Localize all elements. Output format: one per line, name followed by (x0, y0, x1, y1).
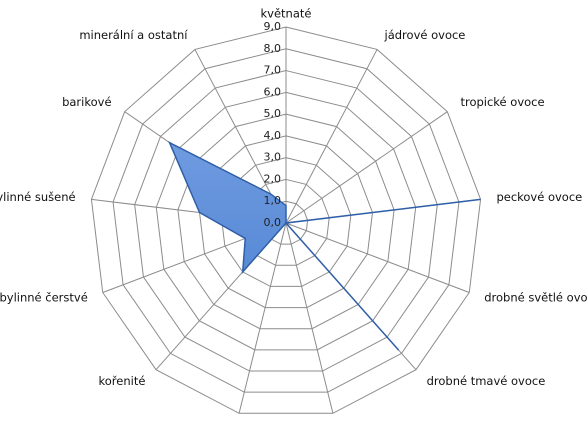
tick-label-2: 2,0 (264, 172, 282, 185)
category-label-11: bylinné sušené (0, 190, 76, 204)
category-label-12: barikové (62, 95, 111, 109)
radial-axis-ticks: 0,0 1,0 2,0 3,0 4,0 5,0 6,0 7,0 8,0 9,0 (264, 20, 282, 229)
grid-ring-6 (155, 91, 417, 351)
tick-label-6: 6,0 (264, 85, 282, 98)
category-labels: květnaté jádrové ovoce tropické ovoce pecko… (0, 7, 588, 389)
grid-ring-8 (112, 48, 460, 393)
grid-ring-7 (134, 70, 438, 372)
spoke-2 (285, 49, 378, 224)
category-label-10: bylinné čerstvé (0, 291, 88, 305)
category-label-4: peckové ovoce (496, 190, 582, 204)
tick-label-4: 4,0 (264, 129, 282, 142)
tick-label-0: 0,0 (264, 216, 282, 229)
series-area-polygon (167, 140, 481, 351)
category-label-1: květnaté (261, 7, 312, 21)
category-label-13: minerální a ostatní (79, 28, 188, 42)
radar-series-area (167, 140, 481, 351)
tick-label-1: 1,0 (264, 194, 282, 207)
tick-label-5: 5,0 (264, 107, 282, 120)
grid-ring-9 (90, 26, 482, 414)
spoke-7 (285, 222, 334, 414)
tick-label-3: 3,0 (264, 151, 282, 164)
spoke-3 (285, 111, 448, 224)
category-label-2: jádrové ovoce (384, 28, 466, 42)
spoke-5 (285, 222, 470, 293)
radar-grid (90, 26, 482, 414)
tick-label-7: 7,0 (264, 64, 282, 77)
category-label-9: kořenité (99, 374, 146, 388)
category-label-6: drobné tmavé ovoce (427, 374, 546, 388)
tick-label-8: 8,0 (264, 42, 282, 55)
spoke-8 (238, 222, 287, 414)
category-label-5: drobné světlé ovoce (484, 291, 588, 305)
category-label-3: tropické ovoce (460, 95, 544, 109)
tick-label-9: 9,0 (264, 20, 282, 33)
